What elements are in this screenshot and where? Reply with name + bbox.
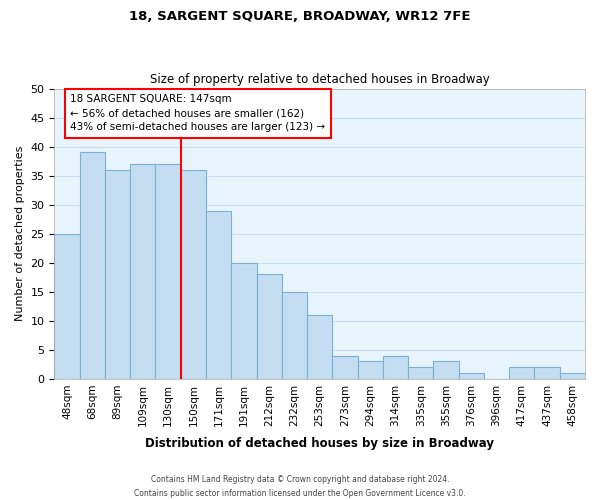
Bar: [458, 373, 484, 379]
Title: Size of property relative to detached houses in Broadway: Size of property relative to detached ho…: [150, 73, 490, 86]
Bar: [408, 368, 433, 379]
Bar: [383, 356, 408, 379]
Bar: [535, 368, 560, 379]
Bar: [206, 210, 231, 379]
Bar: [181, 170, 206, 379]
Bar: [55, 234, 80, 379]
X-axis label: Distribution of detached houses by size in Broadway: Distribution of detached houses by size …: [145, 437, 494, 450]
Bar: [130, 164, 155, 379]
Bar: [560, 373, 585, 379]
Bar: [80, 152, 105, 379]
Bar: [155, 164, 181, 379]
Bar: [358, 362, 383, 379]
Bar: [332, 356, 358, 379]
Y-axis label: Number of detached properties: Number of detached properties: [15, 146, 25, 322]
Bar: [257, 274, 282, 379]
Bar: [509, 368, 535, 379]
Text: 18, SARGENT SQUARE, BROADWAY, WR12 7FE: 18, SARGENT SQUARE, BROADWAY, WR12 7FE: [129, 10, 471, 23]
Bar: [105, 170, 130, 379]
Text: Contains HM Land Registry data © Crown copyright and database right 2024.
Contai: Contains HM Land Registry data © Crown c…: [134, 476, 466, 498]
Bar: [307, 315, 332, 379]
Bar: [231, 263, 257, 379]
Bar: [282, 292, 307, 379]
Text: 18 SARGENT SQUARE: 147sqm
← 56% of detached houses are smaller (162)
43% of semi: 18 SARGENT SQUARE: 147sqm ← 56% of detac…: [70, 94, 325, 132]
Bar: [433, 362, 458, 379]
